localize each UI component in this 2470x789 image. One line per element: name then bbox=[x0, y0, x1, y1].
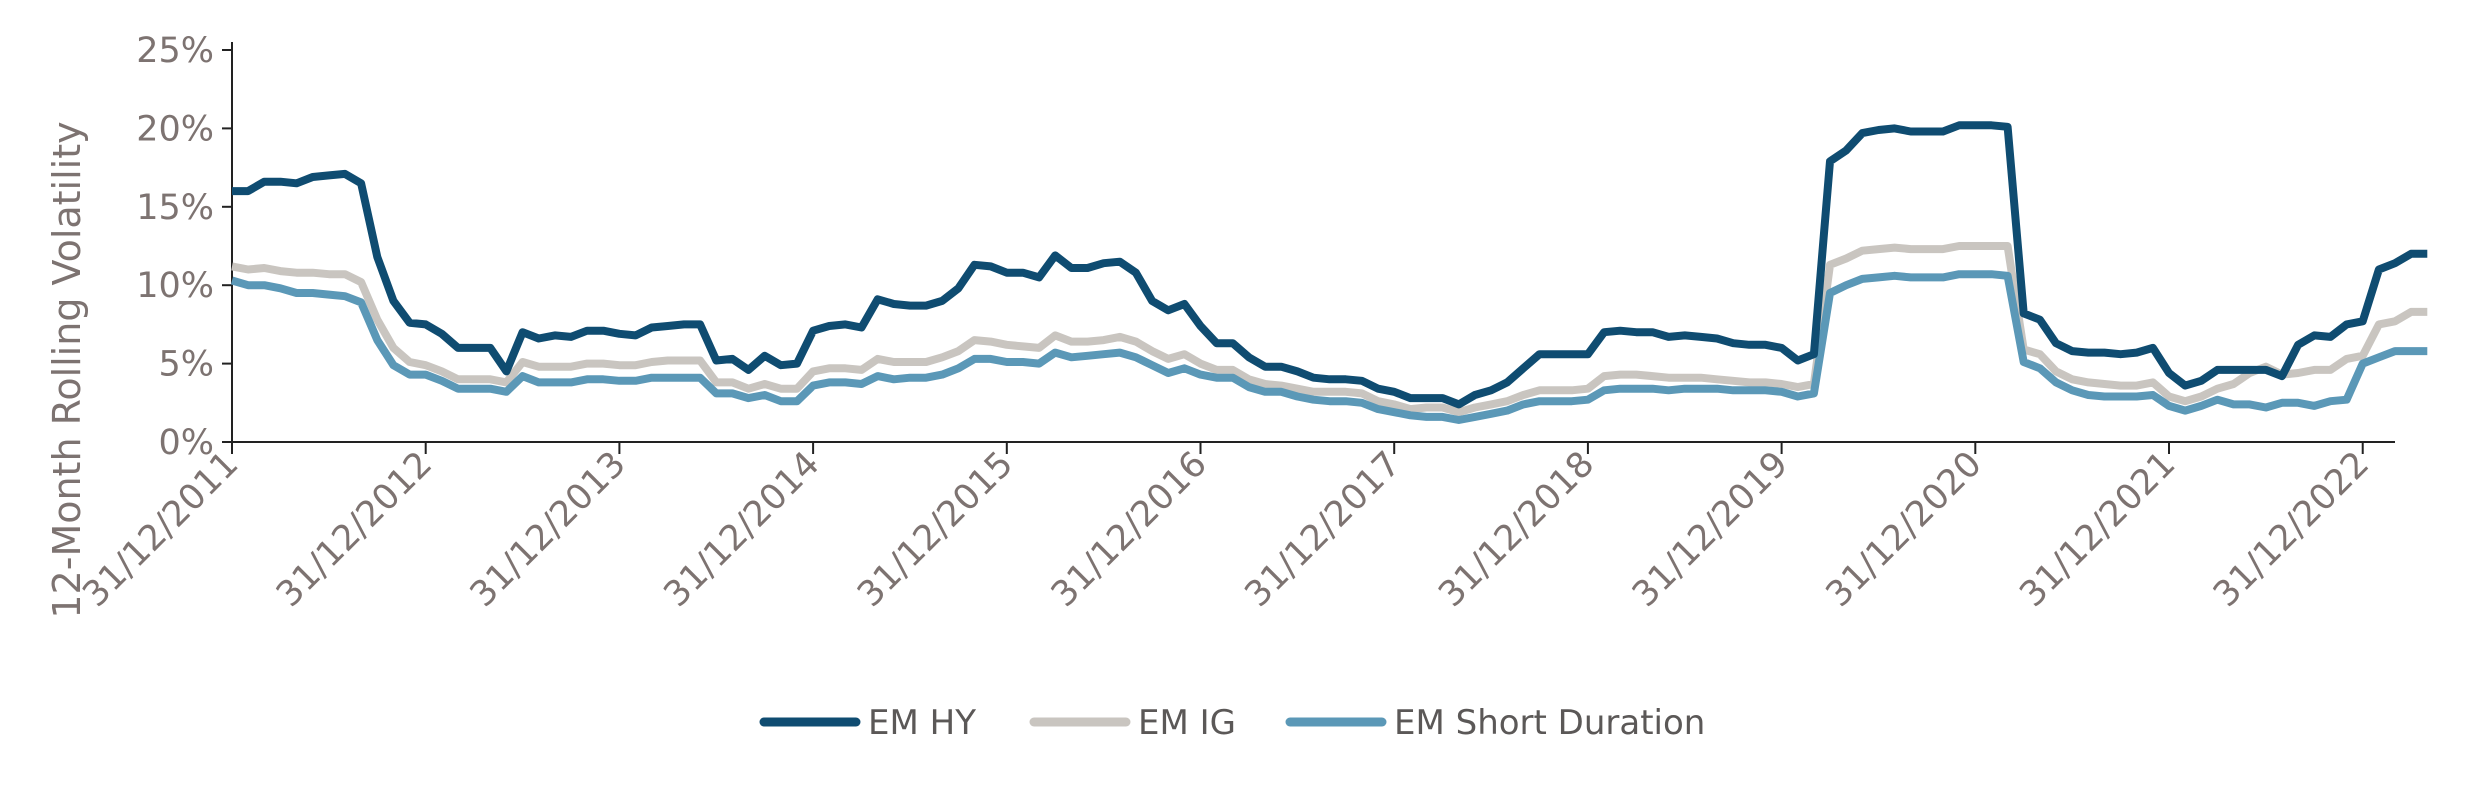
y-tick-label: 20% bbox=[136, 109, 214, 149]
x-tick-label: 31/12/2018 bbox=[1431, 444, 1602, 615]
x-tick-label: 31/12/2017 bbox=[1238, 444, 1409, 615]
y-axis-title: 12-Month Rolling Volatility bbox=[45, 121, 89, 618]
legend-label-em-hy: EM HY bbox=[868, 703, 976, 743]
y-tick-label: 0% bbox=[158, 423, 214, 463]
x-tick-label: 31/12/2020 bbox=[1819, 444, 1990, 615]
x-tick-label: 31/12/2011 bbox=[75, 444, 246, 615]
x-tick-label: 31/12/2012 bbox=[269, 444, 440, 615]
x-tick-label: 31/12/2014 bbox=[657, 444, 828, 615]
x-tick-labels: 31/12/2011 31/12/2012 31/12/2013 31/12/2014… bbox=[75, 444, 2377, 615]
series-line-em-hy bbox=[232, 121, 2428, 409]
x-tick-label: 31/12/2016 bbox=[1044, 444, 1215, 615]
series-line-em-short-duration bbox=[230, 270, 2428, 424]
series-line-em-ig bbox=[231, 242, 2428, 417]
x-tick-label: 31/12/2021 bbox=[2012, 444, 2183, 615]
x-tick-label: 31/12/2022 bbox=[2206, 444, 2377, 615]
y-tick-labels: 0% 5% 10% 15% 20% 25% bbox=[136, 31, 214, 463]
axes bbox=[222, 42, 2395, 454]
legend-label-em-short-duration: EM Short Duration bbox=[1394, 703, 1705, 743]
y-tick-label: 15% bbox=[136, 188, 214, 228]
series-layer bbox=[230, 121, 2428, 424]
x-tick-label: 31/12/2019 bbox=[1625, 444, 1796, 615]
legend-label-em-ig: EM IG bbox=[1138, 703, 1236, 743]
x-tick-label: 31/12/2013 bbox=[463, 444, 634, 615]
y-tick-label: 5% bbox=[158, 345, 214, 385]
x-tick-label: 31/12/2015 bbox=[850, 444, 1021, 615]
y-tick-label: 10% bbox=[136, 266, 214, 306]
y-tick-label: 25% bbox=[136, 31, 214, 71]
legend: EM HY EM IG EM Short Duration bbox=[759, 703, 1705, 743]
